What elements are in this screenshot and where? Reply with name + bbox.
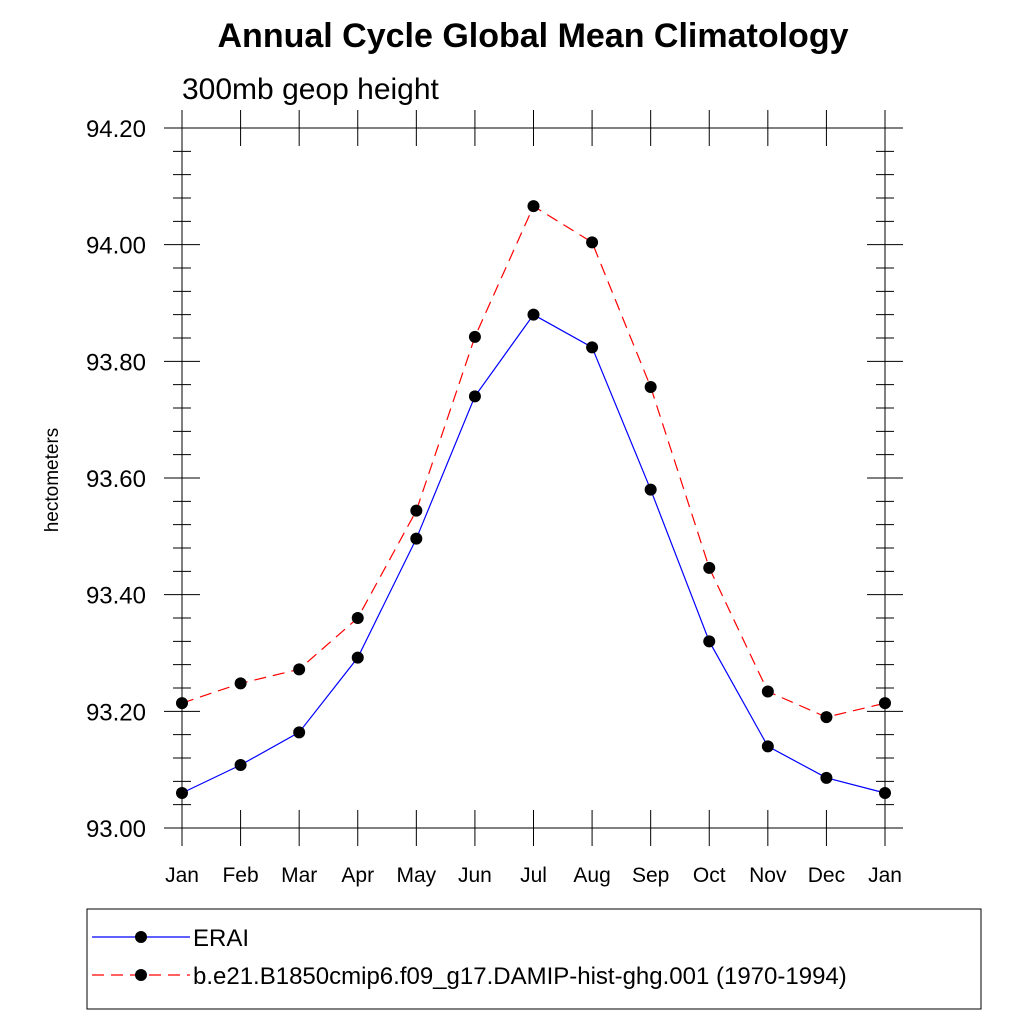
x-tick-label: Jan [165,864,199,887]
data-point [234,759,247,771]
x-tick-label: Aug [573,864,610,887]
legend: ERAI b.e21.B1850cmip6.f09_g17.DAMIP-hist-… [92,925,847,990]
x-tick-label: May [396,864,436,887]
data-point [820,771,833,784]
data-point [468,330,481,343]
y-tick-label: 93.20 [86,699,146,726]
data-point [586,236,599,249]
data-point [703,635,716,648]
y-tick-label: 94.20 [86,116,146,143]
series-line-solid [181,313,886,794]
x-tick-label: Nov [749,864,787,887]
series-layer [176,200,891,799]
data-point [351,651,364,664]
data-point [820,711,833,724]
y-tick-label: 93.00 [86,816,146,843]
data-point [879,787,891,799]
x-tick-label: Feb [222,864,258,887]
data-point [176,697,188,710]
x-tick-label: Dec [808,864,845,887]
data-point [234,677,247,690]
data-point [644,381,657,393]
x-tick-label: Jun [458,864,492,887]
data-point [410,504,423,517]
data-point [761,740,774,753]
y-tick-label: 93.80 [86,349,146,376]
data-point [293,663,306,676]
chart-title: Annual Cycle Global Mean Climatology [218,17,849,55]
series-line-dashed [181,205,886,718]
chart-subtitle: 300mb geop height [182,73,440,106]
legend-label: ERAI [193,925,249,952]
data-point [761,685,774,698]
x-tick-label: Apr [341,864,374,887]
x-tick-label: Jan [868,864,902,887]
data-point [879,697,891,710]
legend-marker [135,931,147,943]
data-point [176,787,188,799]
axes: 93.00 93.20 93.40 93.60 93.80 94.00 94.20 Jan Fe… [86,110,903,887]
plot-frame [181,127,886,829]
data-point [410,532,423,545]
y-tick-label: 94.00 [86,233,146,260]
legend-box [86,908,982,1010]
y-axis-label: hectometers [42,428,63,533]
data-point [527,308,540,321]
x-tick-label: Mar [281,864,317,887]
legend-marker [135,969,147,981]
y-tick-label: 93.40 [86,583,146,610]
data-point [644,483,657,496]
x-tick-label: Jul [520,864,547,887]
data-point [468,390,481,403]
data-point [293,726,306,739]
data-point [351,612,364,624]
legend-label: b.e21.B1850cmip6.f09_g17.DAMIP-hist-ghg.… [193,963,847,990]
data-point [527,200,540,213]
x-tick-label: Oct [693,864,726,887]
data-point [586,341,599,354]
data-point [703,561,716,574]
y-tick-label: 93.60 [86,466,146,493]
x-tick-label: Sep [632,864,669,887]
